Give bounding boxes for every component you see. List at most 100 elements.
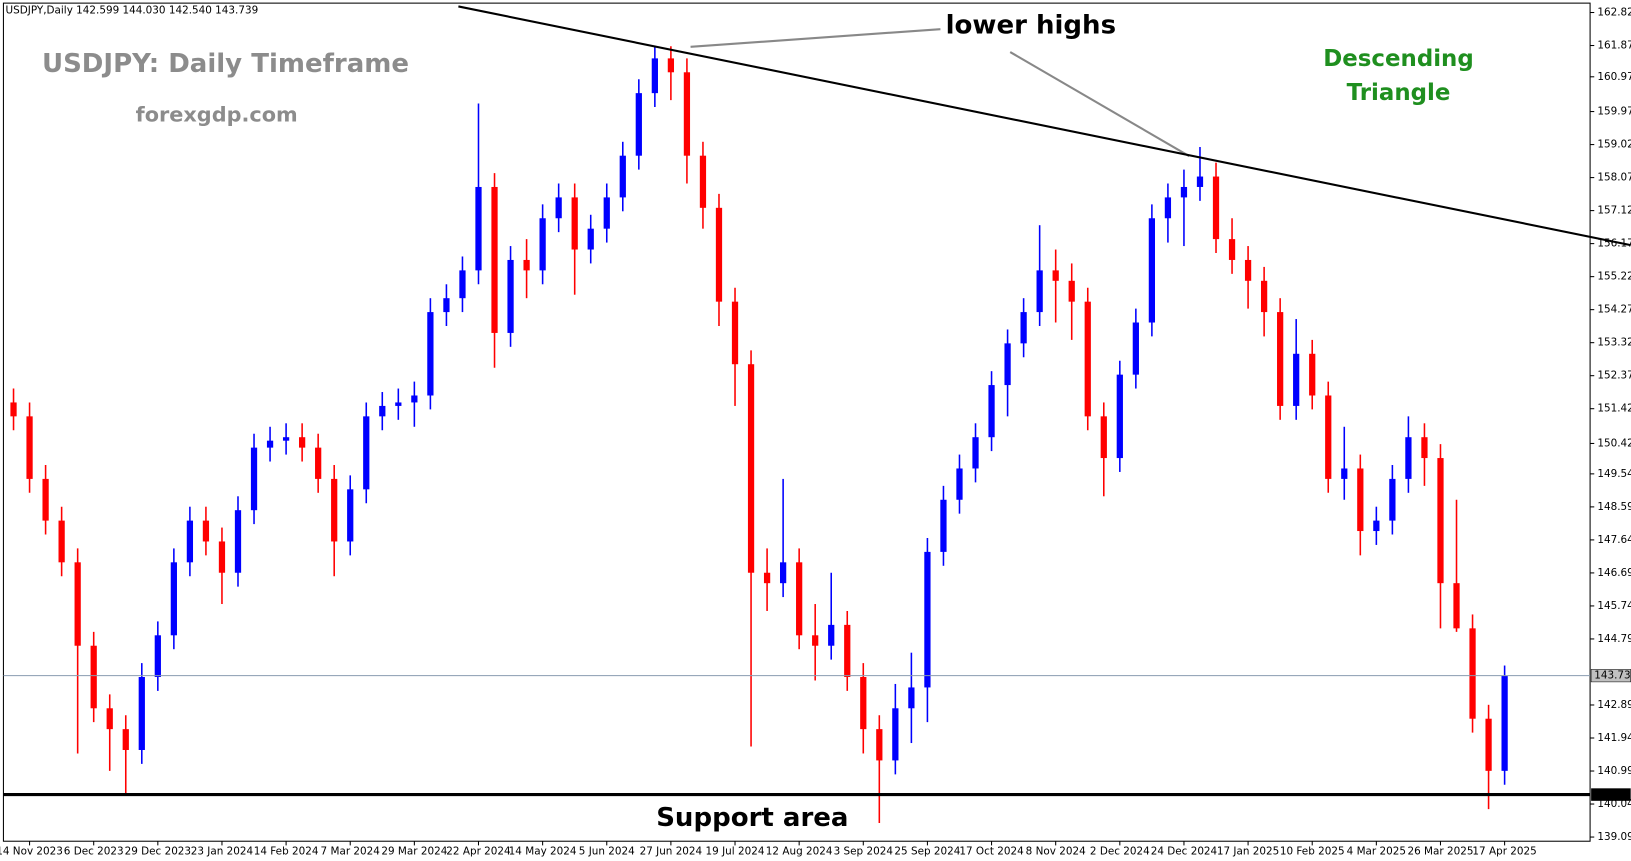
y-tick-label: 155.220 [1597,271,1631,283]
candle-body [90,645,97,709]
y-tick-label: 141.945 [1597,732,1631,744]
candle-body [892,708,899,761]
candle-body [828,624,835,646]
candle-body [395,402,402,406]
y-tick-label: 140.995 [1597,765,1631,777]
x-tick-label: 29 Mar 2024 [381,846,447,858]
candle-body [1068,280,1075,302]
candle-body [940,499,947,552]
candle-body [10,402,17,417]
support-tag [1591,788,1631,801]
support-tag-label: 140.317 [1594,789,1631,801]
candle-body [924,551,931,688]
candle-body [908,687,915,709]
y-tick-label: 160.970 [1597,71,1631,83]
y-tick-label: 153.320 [1597,337,1631,349]
candle-body [1325,395,1332,479]
x-tick-label: 25 Sep 2024 [894,846,960,858]
candle-body [122,729,129,750]
candle-body [956,468,963,500]
candle-body [1421,437,1428,459]
pointer [690,28,941,48]
candle-body [282,437,290,441]
candle-body [683,72,691,156]
y-tick-label: 154.270 [1597,304,1631,316]
pattern-label: Descending [1323,46,1473,72]
candle-body [876,729,883,761]
candle-body [1373,520,1380,532]
candle-body [587,228,594,250]
candle-body [988,385,995,438]
candle-body [234,510,242,573]
y-tick-label: 159.970 [1597,106,1631,118]
x-tick-label: 17 Jan 2025 [1217,846,1279,858]
y-tick-label: 161.870 [1597,40,1631,52]
candle-body [1132,322,1139,375]
candle-body [1244,259,1252,281]
candle-body [1277,312,1284,406]
candle-body [1437,458,1444,584]
candle-body [1341,468,1348,479]
x-tick-label: 29 Dec 2023 [125,846,191,858]
y-tick-label: 151.420 [1597,403,1631,415]
candle-body [1148,218,1156,323]
candle-body [106,708,113,730]
candle-body [347,489,354,542]
annotations: USDJPY,Daily 142.599 144.030 142.540 143… [6,4,1474,832]
candle-body [250,447,258,511]
candle-body [363,416,370,490]
candle-body [972,437,979,469]
candle-body [715,207,723,302]
candle-body [491,186,498,333]
candle-body [411,395,418,403]
candle-body [1453,583,1460,629]
candle-body [667,58,675,73]
candle-body [1052,270,1059,281]
x-tick-label: 7 Mar 2024 [321,846,381,858]
candle-body [299,437,306,448]
candle-body [1228,239,1236,260]
candle-body [74,562,81,646]
candle-body [860,677,867,730]
trendline [458,5,1631,247]
candle-body [170,562,177,636]
x-tick-label: 3 Sep 2024 [834,846,894,858]
candle-body [26,416,33,479]
x-tick-label: 10 Feb 2025 [1280,846,1345,858]
y-tick-label: 145.745 [1597,600,1631,612]
candle-body [459,270,466,299]
x-tick-label: 22 Apr 2024 [446,846,511,858]
candle-body [1164,197,1172,219]
candle-body [699,155,707,208]
candle-body [1309,353,1316,396]
chart-title: USDJPY: Daily Timeframe [42,49,409,79]
candle-body [475,186,482,271]
candle-body [812,635,819,646]
candle-body [1357,468,1364,532]
y-tick-label: 159.020 [1597,139,1631,151]
candle-body [539,218,546,271]
candle-body [779,562,787,584]
x-tick-label: 14 May 2024 [509,846,577,858]
candle-body [603,197,610,229]
x-tick-label: 6 Dec 2023 [64,846,124,858]
y-tick-label: 142.895 [1597,699,1631,711]
candle-body [1004,343,1011,386]
y-tick-label: 148.595 [1597,501,1631,513]
candle-body [571,197,578,250]
pattern-label: Triangle [1347,80,1451,106]
y-tick-label: 139.095 [1597,831,1631,843]
candle-body [218,541,226,573]
candle-body [555,197,562,219]
header: USDJPY,Daily 142.599 144.030 142.540 143… [6,4,259,16]
candle-body [523,259,530,271]
y-tick-label: 140.045 [1597,798,1631,810]
candle-body [266,440,274,448]
candle-body [1020,312,1027,344]
candle-body [1389,478,1396,521]
y-tick-label: 146.695 [1597,567,1631,579]
x-tick-label: 27 Jun 2024 [640,846,703,858]
support-label: Support area [656,803,848,833]
candle-body [1100,416,1107,459]
